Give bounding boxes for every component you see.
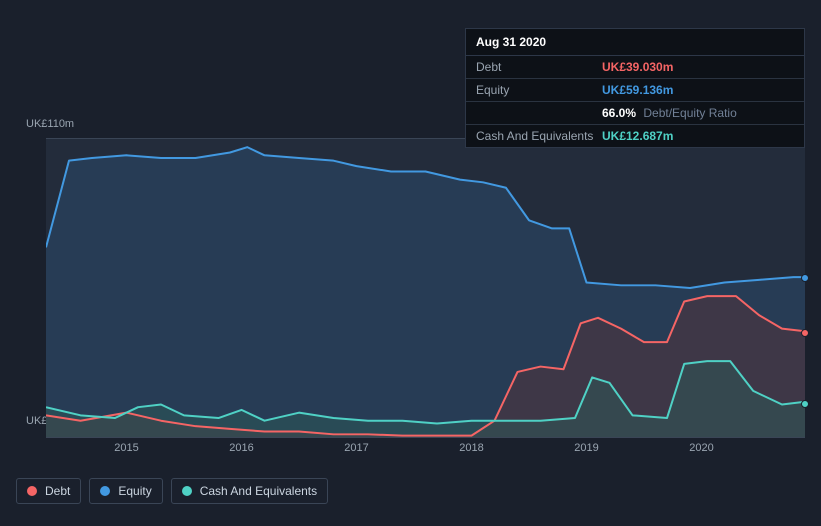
circle-icon [100, 486, 110, 496]
y-axis-max-label: UK£110m [26, 118, 74, 130]
chart-tooltip: Aug 31 2020 Debt UK£39.030m Equity UK£59… [465, 28, 805, 148]
tooltip-row-equity: Equity UK£59.136m [466, 79, 804, 102]
tooltip-value: 66.0% [602, 106, 636, 120]
series-end-marker [801, 400, 809, 408]
x-axis-tick: 2018 [459, 442, 483, 454]
series-end-marker [801, 274, 809, 282]
chart-legend: Debt Equity Cash And Equivalents [16, 478, 328, 504]
tooltip-value: UK£59.136m [602, 83, 673, 97]
tooltip-date: Aug 31 2020 [466, 29, 804, 56]
legend-label: Debt [45, 484, 70, 498]
tooltip-row-ratio: 66.0% Debt/Equity Ratio [466, 102, 804, 125]
tooltip-suffix: Debt/Equity Ratio [643, 106, 736, 120]
chart-svg [46, 139, 805, 437]
x-axis-tick: 2016 [229, 442, 253, 454]
tooltip-row-debt: Debt UK£39.030m [466, 56, 804, 79]
series-end-marker [801, 329, 809, 337]
legend-label: Cash And Equivalents [200, 484, 317, 498]
x-axis-tick: 2017 [344, 442, 368, 454]
legend-item-equity[interactable]: Equity [89, 478, 162, 504]
x-axis-tick: 2015 [114, 442, 138, 454]
legend-label: Equity [118, 484, 151, 498]
tooltip-label: Debt [476, 60, 602, 74]
tooltip-label [476, 106, 602, 120]
chart-plot-area[interactable] [46, 138, 805, 438]
x-axis-tick: 2019 [574, 442, 598, 454]
circle-icon [27, 486, 37, 496]
legend-item-debt[interactable]: Debt [16, 478, 81, 504]
tooltip-value: UK£12.687m [602, 129, 673, 143]
chart-container: UK£110m UK£0 201520162017201820192020 [16, 120, 805, 450]
x-axis-tick: 2020 [689, 442, 713, 454]
tooltip-label: Equity [476, 83, 602, 97]
tooltip-value: UK£39.030m [602, 60, 673, 74]
circle-icon [182, 486, 192, 496]
tooltip-row-cash: Cash And Equivalents UK£12.687m [466, 125, 804, 147]
tooltip-label: Cash And Equivalents [476, 129, 602, 143]
legend-item-cash[interactable]: Cash And Equivalents [171, 478, 328, 504]
